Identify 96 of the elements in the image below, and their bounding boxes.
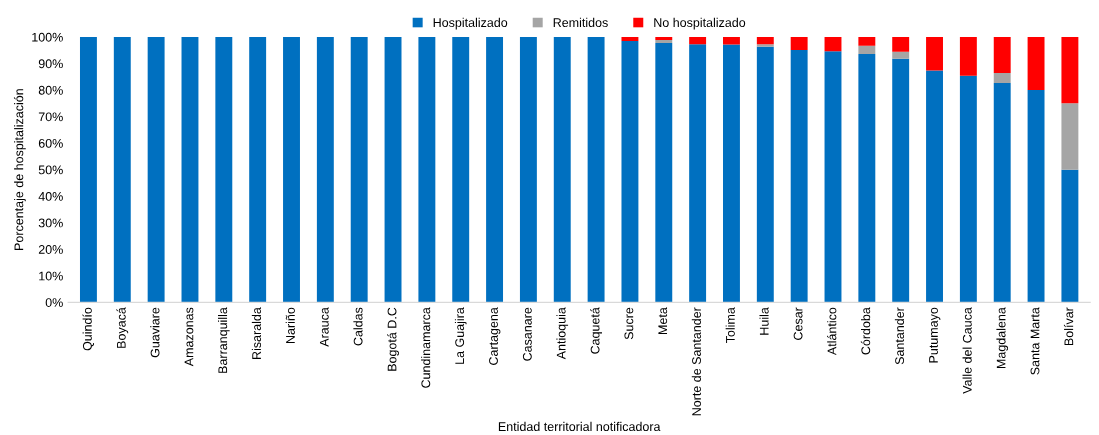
x-tick-label: Nariño <box>285 307 295 343</box>
x-tick-label: Caldas <box>353 307 363 346</box>
bar <box>926 70 943 303</box>
bar <box>858 53 876 303</box>
x-tick-label: Santa Marta <box>1030 307 1040 375</box>
x-tick-label: Caquetá <box>590 307 602 354</box>
x-tick-label: Cesar <box>793 307 803 340</box>
x-tick-label: Córdoba <box>860 307 871 355</box>
x-tick-label: Atlántico <box>827 307 837 356</box>
bar <box>993 73 1011 83</box>
bar <box>756 36 774 45</box>
bar <box>858 36 876 46</box>
bar <box>79 36 97 303</box>
x-tick-label: Bolívar <box>1063 307 1074 346</box>
bar <box>553 36 571 303</box>
bar <box>756 44 774 47</box>
bar <box>1061 36 1079 104</box>
bar <box>1027 36 1045 91</box>
y-tick-label: 20% <box>38 245 63 254</box>
x-tick-label: Norte de Santander <box>691 307 701 416</box>
bar <box>959 75 977 303</box>
bar <box>892 51 910 59</box>
x-tick-label: Magdalena <box>996 307 1009 369</box>
x-tick-label: Valle del Cauca <box>962 307 972 394</box>
bar <box>689 44 707 303</box>
bar <box>587 36 605 303</box>
bar <box>926 36 943 71</box>
x-tick-label: Meta <box>658 307 668 334</box>
bar <box>418 36 436 303</box>
bar <box>655 39 673 44</box>
bar <box>1061 169 1079 303</box>
bar <box>655 36 673 40</box>
bar <box>993 36 1011 74</box>
x-tick-label: Bogotá D.C <box>387 307 399 371</box>
y-tick-label: 50% <box>38 165 63 175</box>
x-tick-label: Quindío <box>82 307 95 351</box>
x-tick-label: Risaralda <box>251 307 262 359</box>
y-tick-label: 90% <box>38 59 63 69</box>
bar <box>249 36 267 303</box>
x-tick-label: Cartagena <box>489 307 501 365</box>
x-axis-title: Entidad territorial notificadora <box>498 421 661 432</box>
x-tick-label: Arauca <box>319 307 329 347</box>
x-tick-label: Boyacá <box>116 307 129 348</box>
bar <box>384 36 402 303</box>
x-tick-label: Antioquia <box>556 307 569 360</box>
bar <box>824 51 842 303</box>
x-tick-label: Casanare <box>522 307 532 361</box>
bar <box>486 36 504 303</box>
bar <box>993 82 1011 303</box>
x-tick-label: Santander <box>894 307 905 365</box>
bar <box>113 36 131 303</box>
bar <box>723 44 740 303</box>
bar <box>621 36 639 41</box>
y-tick-label: 10% <box>39 271 63 281</box>
bar <box>756 46 774 303</box>
bar <box>858 45 876 54</box>
legend-label: Hospitalizado <box>433 17 508 30</box>
bar <box>1061 103 1079 170</box>
bar <box>283 36 300 303</box>
bar <box>147 36 165 303</box>
x-tick-label: Cundinamarca <box>421 307 431 388</box>
bar <box>790 36 808 50</box>
x-tick-label: Amazonas <box>184 307 194 367</box>
bar <box>519 36 537 303</box>
y-tick-label: 0% <box>45 298 63 307</box>
bar <box>723 36 740 45</box>
bar <box>316 36 334 303</box>
bar <box>892 58 910 303</box>
bar <box>621 40 639 303</box>
x-tick-label: Guaviare <box>150 307 160 358</box>
y-axis-title: Porcentaje de hospitalización <box>13 89 26 250</box>
bar <box>892 36 910 52</box>
x-tick-label: Putumayo <box>929 307 941 363</box>
x-tick-label: Barranquilla <box>217 307 230 373</box>
x-tick-label: La Guajira <box>454 307 467 364</box>
bar <box>689 36 707 45</box>
bar <box>959 36 977 76</box>
y-tick-label: 70% <box>38 112 63 122</box>
bar <box>181 36 199 303</box>
x-tick-label: Sucre <box>624 307 634 340</box>
legend-label: Remitidos <box>553 17 608 27</box>
y-tick-label: 80% <box>38 85 63 95</box>
bar <box>824 36 842 52</box>
x-tick-label: Tolima <box>725 307 735 344</box>
legend-label: No hospitalizado <box>654 17 746 30</box>
bar <box>452 36 470 303</box>
y-tick-label: 30% <box>38 218 63 228</box>
y-tick-label: 40% <box>38 191 63 201</box>
y-tick-label: 100% <box>32 32 63 42</box>
bar <box>215 36 233 303</box>
bar <box>350 36 368 303</box>
bar <box>655 43 673 303</box>
y-tick-label: 60% <box>38 138 63 148</box>
x-tick-label: Huila <box>759 307 769 335</box>
bar <box>1027 90 1045 303</box>
bar <box>790 49 808 303</box>
